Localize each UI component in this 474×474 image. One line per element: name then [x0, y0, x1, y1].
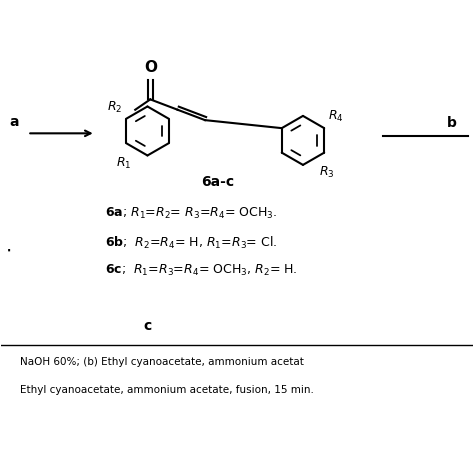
Text: $R_2$: $R_2$	[107, 100, 122, 115]
Text: b: b	[447, 116, 456, 130]
Text: $\cdot$: $\cdot$	[5, 241, 11, 260]
Text: $R_1$: $R_1$	[116, 156, 131, 171]
Text: $R_4$: $R_4$	[328, 109, 344, 124]
Text: $\mathbf{6b}$;  $R_2$=$R_4$= H, $R_1$=$R_3$= Cl.: $\mathbf{6b}$; $R_2$=$R_4$= H, $R_1$=$R_…	[105, 235, 277, 251]
Text: $\mathbf{6c}$;  $R_1$=$R_3$=$R_4$= OCH$_3$, $R_2$= H.: $\mathbf{6c}$; $R_1$=$R_3$=$R_4$= OCH$_3…	[105, 263, 298, 278]
Text: 6a-c: 6a-c	[201, 175, 235, 189]
Text: c: c	[143, 319, 152, 334]
Text: NaOH 60%; (b) Ethyl cyanoacetate, ammonium acetat: NaOH 60%; (b) Ethyl cyanoacetate, ammoni…	[20, 357, 304, 367]
Text: O: O	[144, 60, 157, 75]
Text: $R_3$: $R_3$	[319, 165, 335, 181]
Text: Ethyl cyanoacetate, ammonium acetate, fusion, 15 min.: Ethyl cyanoacetate, ammonium acetate, fu…	[20, 385, 314, 395]
Text: a: a	[10, 115, 19, 128]
Text: $\mathbf{6a}$; $R_1$=$R_2$= $R_3$=$R_4$= OCH$_3$.: $\mathbf{6a}$; $R_1$=$R_2$= $R_3$=$R_4$=…	[105, 206, 277, 221]
